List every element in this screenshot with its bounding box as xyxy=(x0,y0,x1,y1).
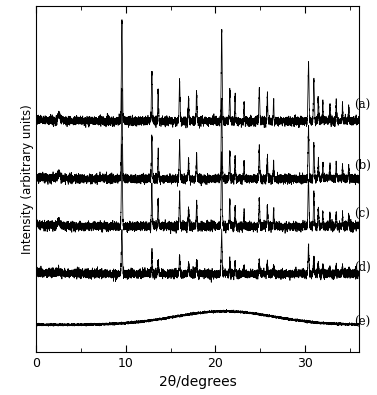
X-axis label: 2θ/degrees: 2θ/degrees xyxy=(159,375,236,389)
Text: (d): (d) xyxy=(354,261,371,274)
Text: (c): (c) xyxy=(354,208,370,221)
Text: (e): (e) xyxy=(354,316,370,329)
Text: (b): (b) xyxy=(354,159,371,172)
Text: (a): (a) xyxy=(354,99,370,112)
Y-axis label: Intensity (arbitrary units): Intensity (arbitrary units) xyxy=(21,104,34,254)
